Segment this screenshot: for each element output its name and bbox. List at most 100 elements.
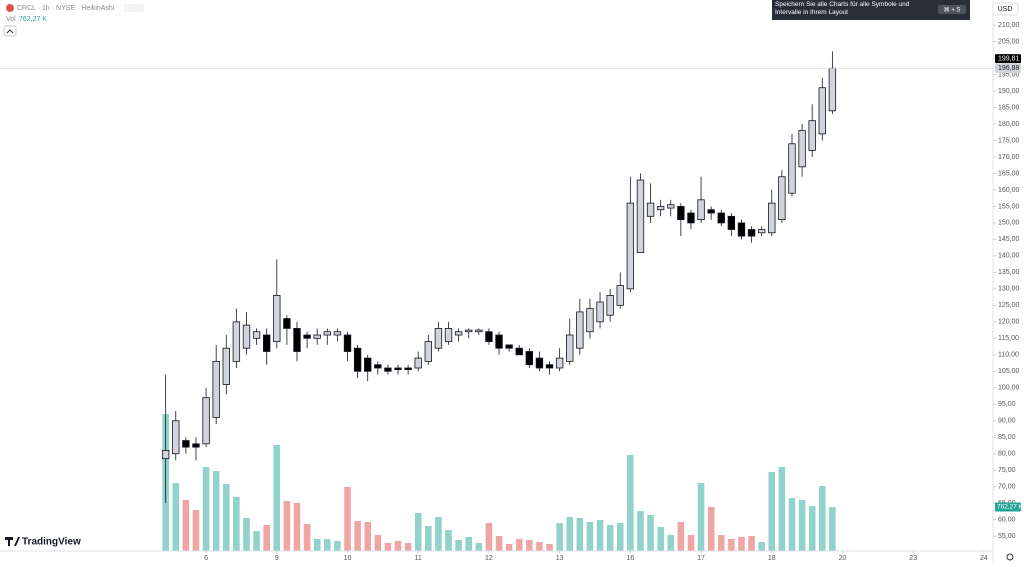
volume-bar: [829, 507, 836, 551]
tooltip-text-box: Speichern Sie alle Charts für alle Symbo…: [775, 1, 909, 16]
candle-body: [717, 212, 725, 224]
candle-body: [495, 334, 503, 349]
volume-bar: [687, 535, 695, 551]
collapse-icon: [6, 29, 14, 34]
volume-bar: [586, 521, 594, 551]
logo-icon: [5, 537, 20, 546]
volume-bar: [233, 497, 240, 551]
candle-body: [737, 222, 746, 237]
y-tick-label: 60,00: [998, 517, 1016, 524]
candle-body: [172, 420, 180, 455]
candle-body: [222, 347, 230, 385]
candle-body: [535, 357, 544, 369]
volume-bar: [717, 535, 725, 551]
candle-body: [384, 367, 392, 372]
volume-bar: [536, 542, 543, 551]
volume-bar: [192, 509, 200, 551]
y-tick-label: 115,00: [998, 335, 1019, 342]
volume-bar: [253, 530, 260, 551]
volume-bar: [627, 455, 634, 551]
y-tick-label: 145,00: [998, 236, 1020, 243]
x-tick-label: 18: [768, 555, 776, 562]
settings-icon[interactable]: [1006, 553, 1014, 561]
candle-body: [616, 285, 624, 306]
volume-bar: [485, 523, 493, 551]
candle-body: [242, 324, 251, 349]
candle-body: [161, 450, 170, 460]
y-tick-label: 120,00: [998, 319, 1020, 326]
volume-bar: [637, 511, 644, 551]
volume-bar: [273, 445, 281, 551]
candle-body: [353, 347, 362, 372]
volume-bar: [324, 539, 331, 551]
candle-body: [293, 328, 301, 352]
volume-bar: [172, 483, 180, 551]
volume-bar: [505, 544, 513, 551]
volume-bar: [364, 521, 371, 551]
candle-body: [667, 204, 675, 209]
candle-body: [465, 329, 473, 333]
shortcut-box: [938, 5, 966, 14]
y-tick-label: 70,00: [998, 484, 1016, 491]
volume-bar: [212, 471, 220, 551]
vol-label: Vol: [6, 16, 16, 23]
currency-button[interactable]: [992, 2, 1019, 16]
x-tick-label: 23: [909, 555, 917, 562]
candle-body: [656, 206, 665, 211]
price-label: 199,81: [998, 56, 1020, 63]
status-badge: [124, 4, 144, 12]
candle-body: [677, 206, 685, 221]
candle-body: [707, 209, 715, 214]
candle-body: [333, 331, 342, 336]
candle-body: [545, 364, 554, 369]
candle-body: [374, 364, 382, 369]
candle-body: [475, 329, 483, 333]
y-tick-label: 85,00: [998, 434, 1016, 441]
collapse-button[interactable]: [3, 25, 17, 37]
price-label: 196,88: [998, 65, 1020, 72]
candle-body: [192, 443, 200, 448]
candle-body: [323, 331, 331, 336]
volume-bar: [495, 536, 503, 551]
x-tick-label: 11: [415, 555, 422, 562]
y-tick-label: 80,00: [998, 451, 1016, 458]
candle-body: [364, 357, 372, 372]
volume-bar: [798, 500, 806, 551]
tooltip: [772, 0, 970, 20]
volume-bar: [394, 541, 402, 551]
x-tick-label: 13: [556, 555, 564, 562]
candle-body: [394, 367, 402, 371]
volume-bar: [354, 521, 361, 551]
volume-bar: [556, 523, 563, 551]
candle-body: [818, 87, 826, 135]
x-tick-label: 9: [275, 555, 279, 562]
y-tick-label: 55,00: [998, 533, 1016, 540]
symbol-icon: [6, 4, 14, 12]
volume-bar: [768, 472, 776, 551]
volume-bar: [303, 524, 311, 551]
shortcut: ⌘ + S: [944, 7, 961, 14]
volume-bar: [576, 518, 584, 551]
candle-body: [757, 229, 766, 234]
volume-bar: [202, 467, 210, 551]
volume-label: 762,27 K: [997, 504, 1024, 511]
y-tick-label: 175,00: [998, 137, 1020, 144]
volume-bar: [515, 539, 523, 551]
volume-bar: [728, 539, 735, 551]
volume-bar: [182, 500, 190, 551]
y-tick-label: 95,00: [998, 401, 1016, 408]
volume-bar: [243, 518, 250, 551]
candle-body: [232, 321, 241, 362]
candle-body: [505, 344, 513, 349]
y-tick-label: 190,00: [998, 88, 1020, 95]
candle-body: [313, 334, 321, 339]
symbol-info[interactable]: CRCL · 1h · NYSE · HeikinAshi: [17, 5, 115, 12]
volume-bar: [445, 530, 452, 551]
y-tick-label: 185,00: [998, 104, 1020, 111]
x-tick-label: 16: [626, 555, 634, 562]
candle-body: [404, 367, 412, 371]
y-tick-label: 170,00: [998, 154, 1020, 161]
volume-bar: [384, 542, 392, 551]
candle-body: [485, 331, 493, 343]
plot: [0, 51, 993, 551]
